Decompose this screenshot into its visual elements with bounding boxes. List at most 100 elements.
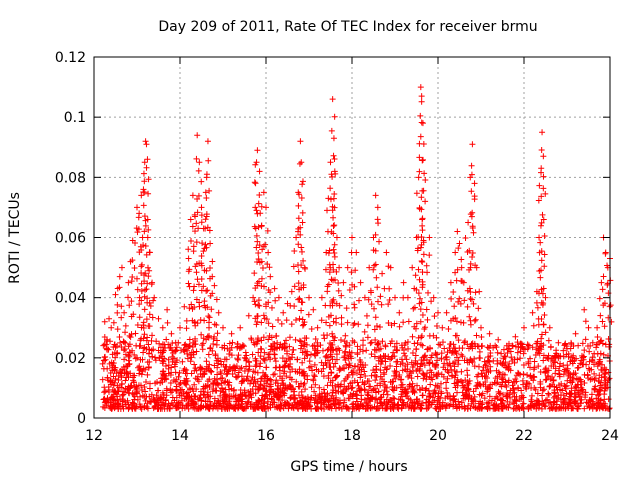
data-point-baseline bbox=[516, 396, 523, 403]
data-point-trail bbox=[415, 266, 422, 273]
data-point-trail bbox=[597, 338, 604, 345]
data-point-baseline bbox=[243, 363, 250, 370]
data-point-baseline bbox=[323, 352, 330, 359]
data-point-baseline bbox=[414, 373, 421, 380]
data-point-baseline bbox=[232, 392, 239, 399]
data-point-baseline bbox=[501, 354, 508, 361]
data-point-trail bbox=[103, 341, 110, 348]
data-point-baseline bbox=[357, 374, 364, 381]
data-point-trail bbox=[597, 312, 604, 319]
data-point-baseline bbox=[105, 346, 112, 353]
data-point-trail bbox=[195, 192, 202, 199]
data-point-baseline bbox=[126, 353, 133, 360]
data-point-baseline bbox=[261, 349, 268, 356]
data-point-baseline bbox=[365, 402, 372, 409]
data-point-baseline bbox=[374, 382, 381, 389]
data-point-trail bbox=[145, 341, 152, 348]
data-point-trail bbox=[413, 190, 420, 197]
data-point-baseline bbox=[304, 402, 311, 409]
data-point-baseline bbox=[527, 402, 534, 409]
data-point-baseline bbox=[267, 346, 274, 353]
data-point-baseline bbox=[257, 345, 264, 352]
data-point-baseline bbox=[311, 397, 318, 404]
data-point-baseline bbox=[505, 404, 512, 411]
data-point-trail bbox=[283, 337, 290, 344]
data-point-baseline bbox=[226, 402, 233, 409]
data-point-baseline bbox=[479, 342, 486, 349]
data-point-baseline bbox=[373, 363, 380, 370]
data-point-baseline bbox=[357, 358, 364, 365]
data-point-baseline bbox=[150, 395, 157, 402]
data-point-trail bbox=[338, 314, 345, 321]
data-point-trail bbox=[135, 226, 142, 233]
data-point-baseline bbox=[497, 381, 504, 388]
data-point-baseline bbox=[520, 350, 527, 357]
data-point-baseline bbox=[164, 405, 171, 412]
data-point-baseline bbox=[372, 396, 379, 403]
data-point-baseline bbox=[447, 362, 454, 369]
data-point-baseline bbox=[205, 405, 212, 412]
data-point-trail bbox=[291, 303, 298, 310]
data-point-baseline bbox=[540, 357, 547, 364]
data-point-baseline bbox=[560, 392, 567, 399]
data-point-trail bbox=[266, 264, 273, 271]
data-point-trail bbox=[196, 303, 203, 310]
data-point-trail bbox=[582, 318, 589, 325]
data-point-trail bbox=[337, 336, 344, 343]
data-point-trail bbox=[198, 212, 205, 219]
data-point-baseline bbox=[479, 390, 486, 397]
data-point-baseline bbox=[436, 399, 443, 406]
data-point-trail bbox=[404, 338, 411, 345]
data-point-baseline bbox=[173, 402, 180, 409]
data-point-trail bbox=[538, 169, 545, 176]
data-point-trail bbox=[205, 319, 212, 326]
data-point-baseline bbox=[234, 355, 241, 362]
data-point-baseline bbox=[142, 388, 149, 395]
data-point-baseline bbox=[141, 402, 148, 409]
data-point-trail bbox=[150, 297, 157, 304]
data-point-baseline bbox=[410, 387, 417, 394]
data-point-trail bbox=[374, 340, 381, 347]
data-point bbox=[250, 294, 257, 301]
data-point-trail bbox=[213, 322, 220, 329]
data-point-trail bbox=[199, 240, 206, 247]
data-point-baseline bbox=[520, 381, 527, 388]
data-point-trail bbox=[299, 322, 306, 329]
data-point-baseline bbox=[448, 366, 455, 373]
data-point-baseline bbox=[273, 391, 280, 398]
data-point-baseline bbox=[167, 389, 174, 396]
data-point-baseline bbox=[494, 349, 501, 356]
data-point-baseline bbox=[244, 373, 251, 380]
data-point-baseline bbox=[562, 341, 569, 348]
data-point-trail bbox=[484, 344, 491, 351]
data-point-baseline bbox=[342, 342, 349, 349]
data-point-baseline bbox=[136, 370, 143, 377]
data-point-baseline bbox=[143, 379, 150, 386]
data-point-trail bbox=[373, 274, 380, 281]
data-point-baseline bbox=[111, 341, 118, 348]
data-point-trail bbox=[298, 194, 305, 201]
data-point-baseline bbox=[486, 393, 493, 400]
data-point-baseline bbox=[224, 370, 231, 377]
data-point-baseline bbox=[377, 345, 384, 352]
x-tick-label: 12 bbox=[85, 428, 103, 444]
data-point-trail bbox=[420, 140, 427, 147]
data-point bbox=[336, 264, 343, 271]
data-point-baseline bbox=[513, 405, 520, 412]
data-point-baseline bbox=[574, 389, 581, 396]
data-point-trail bbox=[330, 246, 337, 253]
data-point-baseline bbox=[202, 394, 209, 401]
data-point-trail bbox=[414, 340, 421, 347]
data-point bbox=[125, 279, 132, 286]
data-point-baseline bbox=[383, 400, 390, 407]
data-point-baseline bbox=[320, 386, 327, 393]
data-point bbox=[400, 279, 407, 286]
data-point-baseline bbox=[497, 390, 504, 397]
data-point bbox=[361, 294, 368, 301]
data-point-baseline bbox=[601, 387, 608, 394]
data-point-baseline bbox=[272, 358, 279, 365]
data-point-baseline bbox=[240, 405, 247, 412]
data-point bbox=[495, 336, 502, 343]
data-point-baseline bbox=[469, 398, 476, 405]
data-point-trail bbox=[472, 289, 479, 296]
